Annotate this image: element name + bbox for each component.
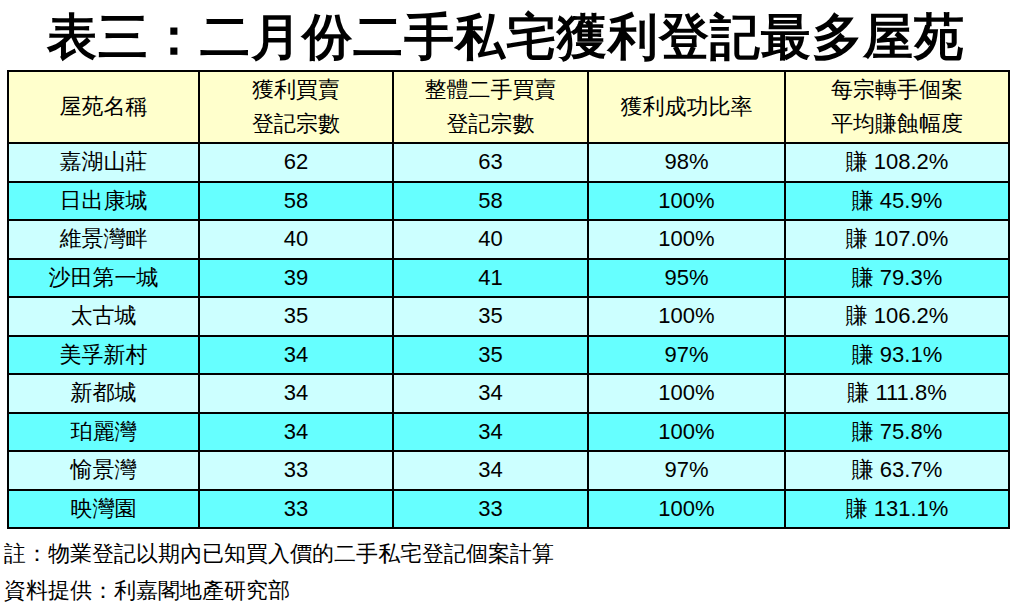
- estate-name-cell: 嘉湖山莊: [8, 143, 199, 182]
- table-header-row: 屋苑名稱 獲利買賣 登記宗數 整體二手買賣 登記宗數 獲利成功比率 每宗轉手個案…: [8, 71, 1009, 143]
- column-header-estate-name: 屋苑名稱: [8, 71, 199, 143]
- estate-name-cell: 美孚新村: [8, 336, 199, 375]
- profit-count-cell: 35: [199, 297, 393, 336]
- table-row: 愉景灣 33 34 97% 賺 63.7%: [8, 451, 1009, 490]
- footnotes: 註：物業登記以期內已知買入價的二手私宅登記個案計算 資料提供：利嘉閣地產研究部: [4, 535, 1012, 609]
- column-header-label: 登記宗數: [200, 107, 392, 141]
- column-header-average-gain: 每宗轉手個案 平均賺蝕幅度: [785, 71, 1009, 143]
- column-header-profit-registrations: 獲利買賣 登記宗數: [199, 71, 393, 143]
- average-gain-cell: 賺 45.9%: [785, 182, 1009, 221]
- column-header-label: 獲利買賣: [200, 73, 392, 107]
- success-ratio-cell: 100%: [588, 220, 785, 259]
- total-count-cell: 58: [393, 182, 588, 221]
- profit-count-cell: 39: [199, 259, 393, 298]
- profit-count-cell: 34: [199, 374, 393, 413]
- table-row: 沙田第一城 39 41 95% 賺 79.3%: [8, 259, 1009, 298]
- estate-name-cell: 維景灣畔: [8, 220, 199, 259]
- total-count-cell: 35: [393, 336, 588, 375]
- profit-count-cell: 62: [199, 143, 393, 182]
- success-ratio-cell: 97%: [588, 336, 785, 375]
- column-header-label: 平均賺蝕幅度: [786, 107, 1008, 141]
- page-title: 表三：二月份二手私宅獲利登記最多屋苑: [0, 0, 1012, 70]
- estate-name-cell: 愉景灣: [8, 451, 199, 490]
- total-count-cell: 33: [393, 490, 588, 529]
- estate-name-cell: 珀麗灣: [8, 413, 199, 452]
- total-count-cell: 34: [393, 451, 588, 490]
- estate-name-cell: 太古城: [8, 297, 199, 336]
- profit-count-cell: 33: [199, 451, 393, 490]
- average-gain-cell: 賺 108.2%: [785, 143, 1009, 182]
- estate-name-cell: 日出康城: [8, 182, 199, 221]
- success-ratio-cell: 100%: [588, 182, 785, 221]
- column-header-label: 獲利成功比率: [589, 90, 784, 124]
- column-header-success-ratio: 獲利成功比率: [588, 71, 785, 143]
- total-count-cell: 34: [393, 413, 588, 452]
- profit-count-cell: 34: [199, 336, 393, 375]
- success-ratio-cell: 100%: [588, 413, 785, 452]
- estate-name-cell: 新都城: [8, 374, 199, 413]
- table-row: 映灣園 33 33 100% 賺 131.1%: [8, 490, 1009, 529]
- average-gain-cell: 賺 106.2%: [785, 297, 1009, 336]
- estate-name-cell: 沙田第一城: [8, 259, 199, 298]
- column-header-label: 登記宗數: [394, 107, 587, 141]
- data-table: 屋苑名稱 獲利買賣 登記宗數 整體二手買賣 登記宗數 獲利成功比率 每宗轉手個案…: [7, 70, 1010, 529]
- success-ratio-cell: 100%: [588, 374, 785, 413]
- column-header-label: 整體二手買賣: [394, 73, 587, 107]
- total-count-cell: 35: [393, 297, 588, 336]
- table-row: 美孚新村 34 35 97% 賺 93.1%: [8, 336, 1009, 375]
- average-gain-cell: 賺 111.8%: [785, 374, 1009, 413]
- total-count-cell: 34: [393, 374, 588, 413]
- average-gain-cell: 賺 107.0%: [785, 220, 1009, 259]
- total-count-cell: 40: [393, 220, 588, 259]
- average-gain-cell: 賺 75.8%: [785, 413, 1009, 452]
- success-ratio-cell: 98%: [588, 143, 785, 182]
- average-gain-cell: 賺 93.1%: [785, 336, 1009, 375]
- table-row: 日出康城 58 58 100% 賺 45.9%: [8, 182, 1009, 221]
- average-gain-cell: 賺 131.1%: [785, 490, 1009, 529]
- column-header-total-registrations: 整體二手買賣 登記宗數: [393, 71, 588, 143]
- table-row: 嘉湖山莊 62 63 98% 賺 108.2%: [8, 143, 1009, 182]
- success-ratio-cell: 95%: [588, 259, 785, 298]
- column-header-label: 每宗轉手個案: [786, 73, 1008, 107]
- profit-count-cell: 40: [199, 220, 393, 259]
- success-ratio-cell: 100%: [588, 297, 785, 336]
- estate-name-cell: 映灣園: [8, 490, 199, 529]
- total-count-cell: 41: [393, 259, 588, 298]
- note-source: 資料提供：利嘉閣地產研究部: [4, 572, 1012, 609]
- page: 表三：二月份二手私宅獲利登記最多屋苑 屋苑名稱 獲利買賣 登記宗數 整體二手買賣…: [0, 0, 1012, 613]
- average-gain-cell: 賺 79.3%: [785, 259, 1009, 298]
- profit-count-cell: 33: [199, 490, 393, 529]
- table-row: 太古城 35 35 100% 賺 106.2%: [8, 297, 1009, 336]
- column-header-label: 屋苑名稱: [9, 90, 198, 124]
- table-row: 珀麗灣 34 34 100% 賺 75.8%: [8, 413, 1009, 452]
- note-calculation: 註：物業登記以期內已知買入價的二手私宅登記個案計算: [4, 535, 1012, 572]
- total-count-cell: 63: [393, 143, 588, 182]
- profit-count-cell: 34: [199, 413, 393, 452]
- profit-count-cell: 58: [199, 182, 393, 221]
- success-ratio-cell: 100%: [588, 490, 785, 529]
- table-row: 新都城 34 34 100% 賺 111.8%: [8, 374, 1009, 413]
- table-row: 維景灣畔 40 40 100% 賺 107.0%: [8, 220, 1009, 259]
- success-ratio-cell: 97%: [588, 451, 785, 490]
- average-gain-cell: 賺 63.7%: [785, 451, 1009, 490]
